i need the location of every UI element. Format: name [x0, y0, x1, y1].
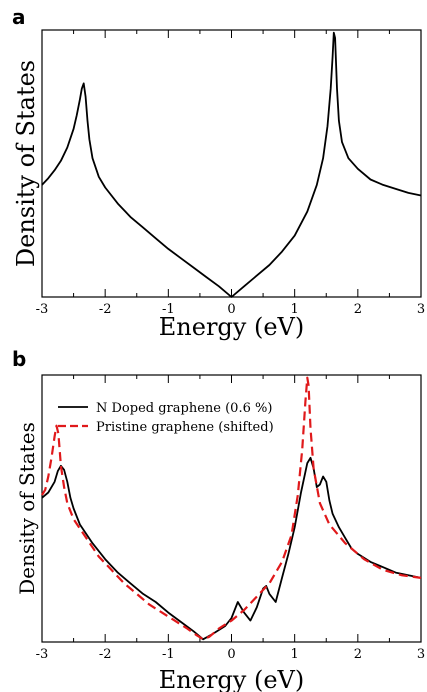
x-axis-title: Energy (eV) — [159, 666, 304, 692]
panel-b: -3 -2 -1 0 1 2 3 Energy (eV) Density of States N … — [15, 374, 425, 692]
x-tick-label: -2 — [99, 302, 112, 317]
y-axis-title: Density of States — [15, 422, 39, 595]
x-tick-label: 1 — [291, 302, 299, 317]
x-tick-label: 2 — [354, 647, 362, 662]
plot-frame — [41, 29, 422, 298]
x-tick-label: 0 — [227, 647, 235, 662]
legend-label-1: Pristine graphene (shifted) — [96, 420, 274, 435]
x-tick-label: 1 — [291, 647, 299, 662]
series-line-1 — [41, 376, 422, 641]
x-tick-label: -3 — [36, 647, 49, 662]
x-tick-label: -1 — [162, 302, 175, 317]
x-tick-label: -2 — [99, 647, 112, 662]
y-axis-title: Density of States — [12, 60, 40, 267]
series-line-0 — [41, 456, 422, 641]
x-tick-label: 3 — [417, 302, 425, 317]
legend-label-0: N Doped graphene (0.6 %) — [96, 401, 272, 416]
series-line-0 — [41, 31, 422, 298]
x-tick-label: -1 — [162, 647, 175, 662]
x-tick-label: -3 — [36, 302, 49, 317]
panel-b-label: b — [12, 347, 26, 371]
x-tick-label: 2 — [354, 302, 362, 317]
x-tick-label: 3 — [417, 647, 425, 662]
x-axis-title: Energy (eV) — [159, 313, 304, 341]
panel-a: -3 -2 -1 0 1 2 3 Energy (eV) Density of States — [12, 29, 425, 341]
x-tick-label: 0 — [227, 302, 235, 317]
panel-a-label: a — [12, 5, 26, 29]
